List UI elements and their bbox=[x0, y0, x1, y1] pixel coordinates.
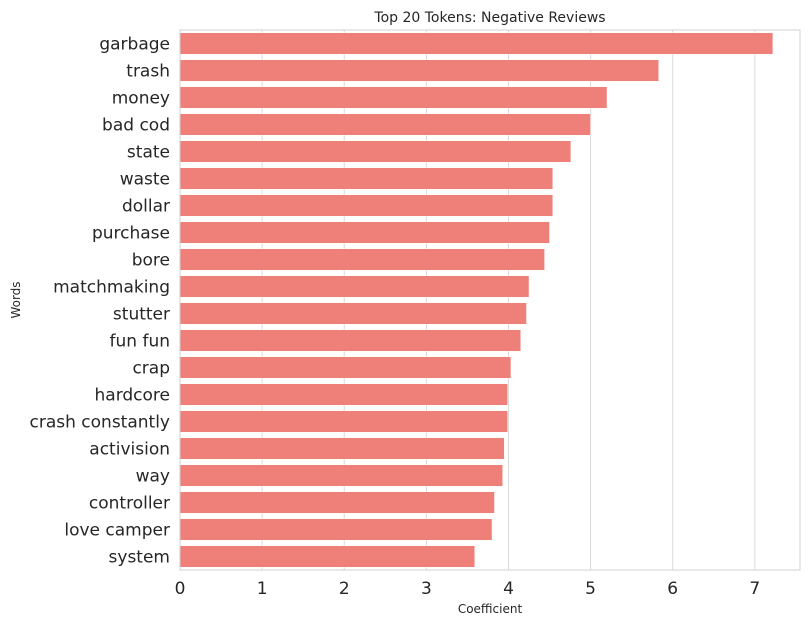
bar bbox=[179, 545, 476, 568]
y-tick-label: stutter bbox=[113, 305, 170, 325]
y-tick-labels: garbage trash money bad cod state waste dollar… bbox=[30, 35, 170, 568]
x-axis-label: Coefficient bbox=[458, 602, 523, 616]
gridlines bbox=[179, 30, 756, 570]
bar bbox=[179, 410, 508, 433]
y-tick-label: controller bbox=[89, 494, 170, 514]
y-tick-label: money bbox=[112, 89, 170, 109]
bar bbox=[179, 167, 554, 190]
bar bbox=[179, 302, 527, 325]
x-tick-label: 6 bbox=[667, 579, 678, 599]
y-tick-label: garbage bbox=[99, 35, 170, 55]
y-tick-label: bore bbox=[132, 251, 170, 271]
bar bbox=[179, 194, 554, 217]
x-tick-labels: 0 1 2 3 4 5 6 7 bbox=[175, 579, 761, 599]
x-tick-label: 1 bbox=[257, 579, 268, 599]
bar bbox=[179, 356, 512, 379]
bar bbox=[179, 86, 608, 109]
bar bbox=[179, 140, 572, 163]
y-tick-label: state bbox=[127, 143, 170, 163]
bar bbox=[179, 113, 591, 136]
x-tick-label: 0 bbox=[175, 579, 186, 599]
y-tick-label: love camper bbox=[64, 521, 170, 541]
bar bbox=[179, 329, 522, 352]
bar bbox=[179, 221, 550, 244]
bar bbox=[179, 248, 545, 271]
y-tick-label: waste bbox=[120, 170, 170, 190]
x-tick-label: 2 bbox=[339, 579, 350, 599]
x-tick-label: 4 bbox=[503, 579, 514, 599]
bar bbox=[179, 383, 508, 406]
bar bbox=[179, 437, 505, 460]
y-tick-label: matchmaking bbox=[53, 278, 170, 298]
bar bbox=[179, 518, 493, 541]
y-tick-label: purchase bbox=[92, 224, 170, 244]
bar bbox=[179, 59, 660, 82]
bar bbox=[179, 32, 774, 55]
y-axis-label: Words bbox=[9, 281, 23, 318]
bar bbox=[179, 491, 495, 514]
y-tick-label: trash bbox=[126, 62, 170, 82]
bar bbox=[179, 275, 530, 298]
y-tick-label: activision bbox=[89, 440, 170, 460]
y-tick-label: crap bbox=[132, 359, 170, 379]
y-tick-label: system bbox=[109, 548, 170, 568]
y-tick-label: crash constantly bbox=[30, 413, 170, 433]
y-tick-label: way bbox=[136, 467, 170, 487]
bars bbox=[179, 32, 774, 568]
y-tick-label: dollar bbox=[122, 197, 170, 217]
x-tick-label: 7 bbox=[749, 579, 760, 599]
x-tick-label: 5 bbox=[585, 579, 596, 599]
plot-frame bbox=[179, 29, 801, 571]
y-tick-label: hardcore bbox=[95, 386, 171, 406]
y-tick-label: bad cod bbox=[102, 116, 170, 136]
bar bbox=[179, 464, 503, 487]
x-tick-label: 3 bbox=[421, 579, 432, 599]
chart-title: Top 20 Tokens: Negative Reviews bbox=[373, 10, 605, 26]
y-tick-label: fun fun bbox=[110, 332, 170, 352]
